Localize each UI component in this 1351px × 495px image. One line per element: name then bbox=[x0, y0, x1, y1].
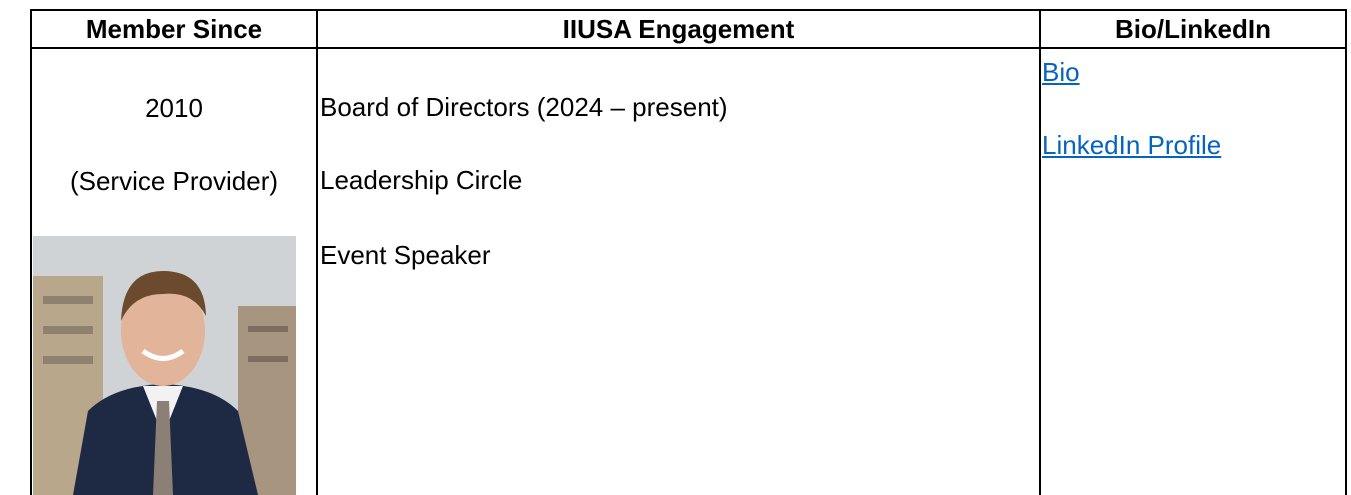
header-cell: Bio/LinkedIn bbox=[1115, 14, 1271, 44]
table-border bbox=[1345, 9, 1347, 495]
table-border bbox=[1039, 9, 1041, 495]
bio-link[interactable]: Bio bbox=[1042, 57, 1080, 87]
table-border bbox=[30, 9, 32, 495]
member-photo bbox=[33, 236, 296, 495]
member-type: (Service Provider) bbox=[69, 166, 279, 196]
table-border bbox=[30, 9, 1347, 11]
member-year: 2010 bbox=[145, 93, 203, 123]
engagement-item: Leadership Circle bbox=[320, 165, 523, 195]
engagement-item: Event Speaker bbox=[320, 240, 491, 270]
table-border bbox=[30, 47, 1347, 49]
linkedin-link[interactable]: LinkedIn Profile bbox=[1042, 130, 1222, 160]
header-cell: Member Since bbox=[85, 14, 263, 44]
header-cell: IIUSA Engagement bbox=[562, 14, 795, 44]
engagement-item: Board of Directors (2024 – present) bbox=[320, 92, 728, 122]
table-border bbox=[316, 9, 318, 495]
